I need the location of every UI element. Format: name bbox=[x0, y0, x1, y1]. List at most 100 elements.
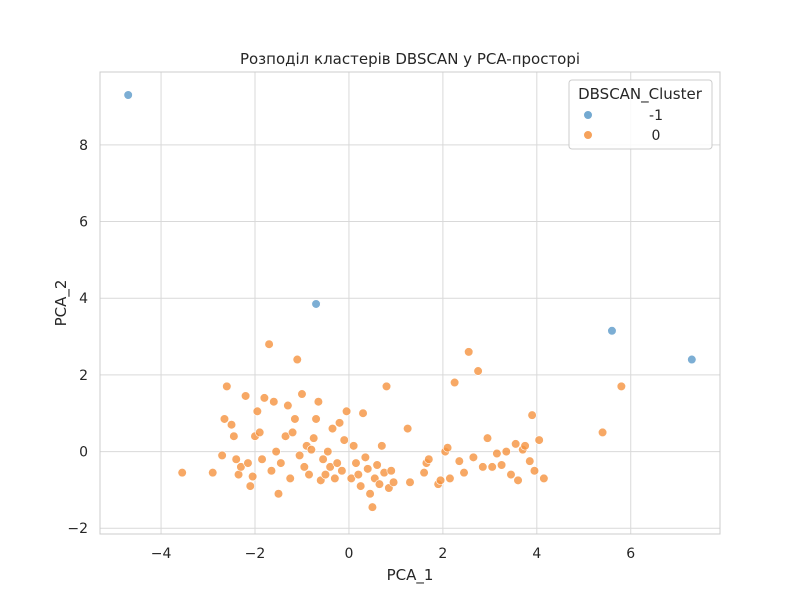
data-point-cluster-0 bbox=[513, 475, 523, 485]
data-point-cluster-0 bbox=[419, 468, 429, 478]
y-tick-label: 2 bbox=[79, 368, 88, 384]
y-tick-labels: −2 0 2 4 6 8 bbox=[67, 138, 88, 537]
data-point-cluster-0 bbox=[445, 473, 455, 484]
data-point-cluster-0 bbox=[311, 414, 321, 424]
data-point-cluster-0 bbox=[222, 381, 232, 391]
data-point-cluster-0 bbox=[358, 408, 368, 418]
data-point-cluster-0 bbox=[292, 354, 302, 365]
data-point-cluster-0 bbox=[459, 468, 469, 478]
data-point-cluster-0 bbox=[280, 431, 291, 441]
data-point-cluster-0 bbox=[269, 397, 279, 407]
data-point-cluster-0 bbox=[327, 423, 338, 434]
x-axis-label: PCA_1 bbox=[387, 566, 434, 585]
data-point-cluster-0 bbox=[381, 381, 392, 391]
y-tick-label: 6 bbox=[79, 215, 88, 231]
legend-entries: -10 bbox=[583, 108, 663, 144]
data-point-cluster-0 bbox=[492, 448, 502, 459]
data-point-cluster-0 bbox=[330, 473, 340, 484]
data-point-cluster-0 bbox=[525, 456, 535, 466]
data-point-cluster-0 bbox=[219, 414, 230, 424]
data-point-cluster-0 bbox=[487, 462, 497, 472]
data-point-cluster-0 bbox=[527, 410, 537, 420]
data-points bbox=[123, 90, 697, 512]
data-point-cluster-0 bbox=[231, 454, 241, 464]
data-point-cluster-0 bbox=[339, 435, 349, 445]
data-point-cluster-0 bbox=[257, 454, 267, 464]
data-point-cluster-0 bbox=[243, 458, 253, 468]
legend-marker bbox=[583, 130, 593, 140]
data-point-cluster--1 bbox=[687, 354, 697, 365]
data-point-cluster-0 bbox=[363, 464, 373, 474]
data-point-cluster-0 bbox=[332, 458, 342, 468]
x-tick-label: 6 bbox=[626, 546, 635, 562]
plot-frame bbox=[99, 71, 721, 535]
data-point-cluster-0 bbox=[236, 462, 246, 472]
data-point-cluster-0 bbox=[208, 468, 218, 478]
data-point-cluster-0 bbox=[386, 466, 396, 476]
data-point-cluster-0 bbox=[367, 502, 378, 512]
data-point-cluster-0 bbox=[388, 477, 399, 487]
data-point-cluster-0 bbox=[266, 466, 277, 476]
data-point-cluster-0 bbox=[273, 489, 284, 499]
data-point-cluster-0 bbox=[304, 469, 314, 480]
data-point-cluster-0 bbox=[374, 479, 385, 489]
legend-label: 0 bbox=[652, 128, 661, 144]
data-point-cluster--1 bbox=[123, 90, 133, 100]
data-point-cluster-0 bbox=[255, 427, 265, 437]
data-point-cluster-0 bbox=[534, 435, 544, 445]
data-point-cluster-0 bbox=[450, 377, 460, 388]
data-point-cluster-0 bbox=[341, 406, 352, 416]
data-point-cluster-0 bbox=[287, 427, 298, 437]
data-point-cluster-0 bbox=[233, 469, 244, 480]
data-point-cluster-0 bbox=[506, 469, 516, 480]
x-tick-labels: −4 −2 0 2 4 6 bbox=[151, 546, 636, 562]
data-point-cluster-0 bbox=[482, 433, 493, 443]
data-point-cluster-0 bbox=[520, 441, 530, 451]
data-point-cluster-0 bbox=[295, 450, 305, 461]
data-point-cluster-0 bbox=[356, 481, 366, 491]
legend-marker bbox=[583, 110, 593, 120]
data-point-cluster-0 bbox=[177, 468, 187, 478]
data-point-cluster-0 bbox=[349, 441, 359, 451]
data-point-cluster-0 bbox=[424, 454, 434, 464]
data-point-cluster-0 bbox=[290, 414, 300, 424]
data-point-cluster-0 bbox=[276, 458, 286, 468]
x-tick-label: −2 bbox=[245, 546, 266, 562]
data-point-cluster-0 bbox=[241, 391, 251, 401]
data-point-cluster-0 bbox=[442, 443, 453, 453]
y-tick-label: 4 bbox=[79, 291, 88, 307]
data-point-cluster-0 bbox=[264, 339, 274, 349]
legend-title: DBSCAN_Cluster bbox=[578, 85, 703, 104]
data-point-cluster--1 bbox=[607, 326, 617, 336]
data-point-cluster-0 bbox=[245, 481, 255, 491]
data-point-cluster-0 bbox=[351, 458, 361, 468]
x-tick-label: 0 bbox=[344, 546, 353, 562]
data-point-cluster-0 bbox=[372, 460, 382, 470]
data-point-cluster-0 bbox=[403, 423, 413, 434]
data-point-cluster-0 bbox=[496, 460, 507, 470]
data-point-cluster-0 bbox=[529, 466, 540, 476]
data-point-cluster-0 bbox=[283, 400, 293, 411]
data-point-cluster-0 bbox=[320, 469, 331, 480]
data-point-cluster-0 bbox=[377, 441, 387, 451]
data-point-cluster-0 bbox=[334, 418, 345, 428]
data-point-cluster-0 bbox=[226, 420, 237, 430]
data-point-cluster-0 bbox=[501, 446, 511, 457]
legend-box bbox=[568, 79, 713, 150]
data-point-cluster-0 bbox=[468, 452, 479, 462]
data-point-cluster-0 bbox=[323, 446, 333, 457]
data-point-cluster-0 bbox=[346, 473, 356, 484]
data-point-cluster-0 bbox=[306, 445, 316, 455]
data-point-cluster-0 bbox=[597, 427, 608, 437]
x-tick-label: −4 bbox=[151, 546, 172, 562]
data-point-cluster-0 bbox=[365, 489, 375, 499]
data-point-cluster-0 bbox=[478, 462, 488, 472]
data-point-cluster-0 bbox=[464, 347, 474, 357]
data-point-cluster-0 bbox=[473, 366, 483, 376]
data-point-cluster-0 bbox=[353, 469, 363, 480]
y-tick-label: 8 bbox=[79, 138, 88, 154]
data-point-cluster-0 bbox=[217, 450, 227, 461]
data-point-cluster-0 bbox=[229, 431, 239, 441]
data-point-cluster-0 bbox=[297, 389, 307, 399]
data-point-cluster-0 bbox=[360, 452, 370, 462]
